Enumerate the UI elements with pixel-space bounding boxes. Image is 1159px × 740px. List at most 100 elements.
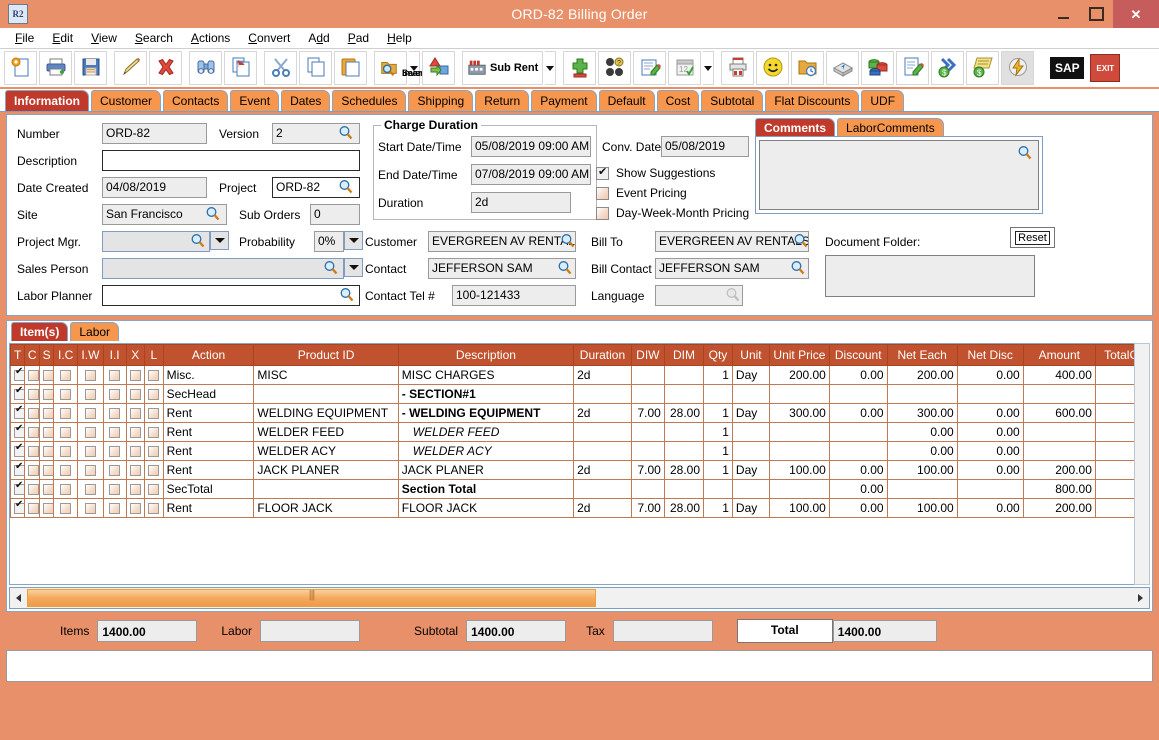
- customer-search-icon[interactable]: [560, 233, 575, 248]
- row-checkbox-cell[interactable]: [102, 498, 127, 518]
- row-checkbox-cell[interactable]: [144, 403, 164, 423]
- row-checkbox-cell[interactable]: [24, 365, 40, 385]
- menu-view[interactable]: View: [91, 31, 117, 45]
- checkbox-unchecked-icon[interactable]: [148, 408, 160, 420]
- row-checkbox-cell[interactable]: [10, 384, 26, 404]
- cell-unit[interactable]: [731, 384, 771, 404]
- checkbox-unchecked-icon[interactable]: [84, 503, 96, 515]
- cell-dim[interactable]: [663, 384, 705, 404]
- cell-dim[interactable]: [663, 441, 705, 461]
- row-checkbox-cell[interactable]: [77, 422, 104, 442]
- date-created-input[interactable]: 04/08/2019: [102, 177, 207, 198]
- cell-duration[interactable]: [573, 422, 632, 442]
- database-button[interactable]: [861, 51, 895, 85]
- checkbox-unchecked-icon[interactable]: [28, 465, 39, 477]
- row-checkbox-cell[interactable]: [53, 365, 79, 385]
- cell-unit[interactable]: Day: [731, 365, 771, 385]
- checkbox-checked-icon[interactable]: [14, 367, 24, 382]
- ship-button[interactable]: [826, 51, 860, 85]
- cell-action[interactable]: Rent: [162, 422, 255, 442]
- cell-discount[interactable]: [828, 384, 888, 404]
- checkbox-unchecked-icon[interactable]: [60, 465, 72, 477]
- row-checkbox-cell[interactable]: [38, 441, 55, 461]
- cell-unit-price[interactable]: [769, 422, 830, 442]
- row-checkbox-cell[interactable]: [77, 365, 104, 385]
- cell-net-each[interactable]: [886, 384, 958, 404]
- row-checkbox-cell[interactable]: [38, 498, 55, 518]
- menu-actions[interactable]: Actions: [190, 31, 231, 45]
- bill-contact-input[interactable]: JEFFERSON SAM: [655, 258, 809, 279]
- checkbox-unchecked-icon[interactable]: [28, 484, 39, 496]
- notes-button[interactable]: [633, 51, 667, 85]
- bill-to-search-icon[interactable]: [793, 233, 808, 248]
- row-checkbox-cell[interactable]: [144, 460, 164, 480]
- cell-net-each[interactable]: 0.00: [886, 422, 958, 442]
- total-value[interactable]: 1400.00: [832, 620, 937, 642]
- row-checkbox-cell[interactable]: [24, 403, 40, 423]
- cell-unit[interactable]: [731, 479, 771, 499]
- minimize-button[interactable]: [1047, 0, 1080, 28]
- checkbox-unchecked-icon[interactable]: [84, 389, 96, 401]
- checkbox-unchecked-icon[interactable]: [60, 370, 72, 382]
- grid-scroll-area[interactable]: T C S I.C I.W I.I X L Action Product ID …: [9, 343, 1150, 585]
- checkbox-unchecked-icon[interactable]: [42, 465, 53, 477]
- cell-net-disc[interactable]: 0.00: [956, 422, 1024, 442]
- new-order-button[interactable]: [4, 51, 37, 85]
- project-input[interactable]: ORD-82: [272, 177, 360, 198]
- bill-to-input[interactable]: EVERGREEN AV RENTALS: [655, 231, 809, 252]
- checkbox-unchecked-icon[interactable]: [148, 370, 160, 382]
- tab-items[interactable]: Item(s): [11, 322, 69, 341]
- cell-diw[interactable]: [630, 441, 665, 461]
- checkbox-unchecked-icon[interactable]: [129, 484, 141, 496]
- cell-net-each[interactable]: 300.00: [886, 403, 958, 423]
- cell-discount[interactable]: 0.00: [828, 479, 888, 499]
- col-net-each[interactable]: Net Each: [886, 344, 958, 366]
- checkbox-unchecked-icon[interactable]: [109, 427, 121, 439]
- col-qty[interactable]: Qty: [703, 344, 733, 366]
- cell-unit-price[interactable]: [769, 441, 830, 461]
- col-ii[interactable]: I.I: [102, 344, 127, 366]
- cell-description[interactable]: MISC CHARGES: [397, 365, 575, 385]
- cell-unit[interactable]: [731, 441, 771, 461]
- cell-product-id[interactable]: WELDER ACY: [253, 441, 399, 461]
- tab-labor[interactable]: Labor: [70, 322, 120, 341]
- sub-rent-button[interactable]: Sub Rent: [462, 51, 544, 85]
- cell-unit-price[interactable]: 100.00: [769, 460, 830, 480]
- cell-net-disc[interactable]: 0.00: [956, 403, 1024, 423]
- checkbox-unchecked-icon[interactable]: [28, 503, 39, 515]
- row-checkbox-cell[interactable]: [53, 498, 79, 518]
- cell-discount[interactable]: [828, 422, 888, 442]
- menu-search[interactable]: Search: [134, 31, 173, 45]
- row-checkbox-cell[interactable]: [24, 498, 40, 518]
- bill-contact-search-icon[interactable]: [790, 260, 805, 275]
- checkbox-unchecked-icon[interactable]: [109, 408, 121, 420]
- checkbox-checked-icon[interactable]: [14, 443, 24, 458]
- checkbox-unchecked-icon[interactable]: [109, 446, 121, 458]
- tab-payment[interactable]: Payment: [531, 90, 597, 111]
- cell-unit-price[interactable]: [769, 384, 830, 404]
- project-search-icon[interactable]: [338, 179, 353, 194]
- cell-description[interactable]: Section Total: [397, 479, 575, 499]
- checkbox-unchecked-icon[interactable]: [109, 484, 121, 496]
- checkbox-unchecked-icon[interactable]: [42, 427, 53, 439]
- cell-description[interactable]: - WELDING EQUIPMENT: [397, 403, 575, 423]
- row-checkbox-cell[interactable]: [77, 441, 104, 461]
- table-row[interactable]: SecHead - SECTION#1: [10, 384, 1149, 404]
- row-checkbox-cell[interactable]: [125, 384, 146, 404]
- cell-net-disc[interactable]: [956, 479, 1024, 499]
- row-checkbox-cell[interactable]: [24, 422, 40, 442]
- col-l[interactable]: L: [144, 344, 164, 366]
- convert-button[interactable]: [422, 51, 455, 85]
- cell-description[interactable]: FLOOR JACK: [397, 498, 575, 518]
- checkbox-unchecked-icon[interactable]: [42, 389, 53, 401]
- cell-discount[interactable]: 0.00: [828, 365, 888, 385]
- scroll-left-arrow-icon[interactable]: [10, 589, 27, 607]
- menu-file[interactable]: File: [15, 31, 35, 45]
- cell-dim[interactable]: [663, 365, 705, 385]
- cell-diw[interactable]: 7.00: [630, 498, 665, 518]
- cell-diw[interactable]: [630, 479, 665, 499]
- cell-product-id[interactable]: MISC: [253, 365, 399, 385]
- row-checkbox-cell[interactable]: [53, 422, 79, 442]
